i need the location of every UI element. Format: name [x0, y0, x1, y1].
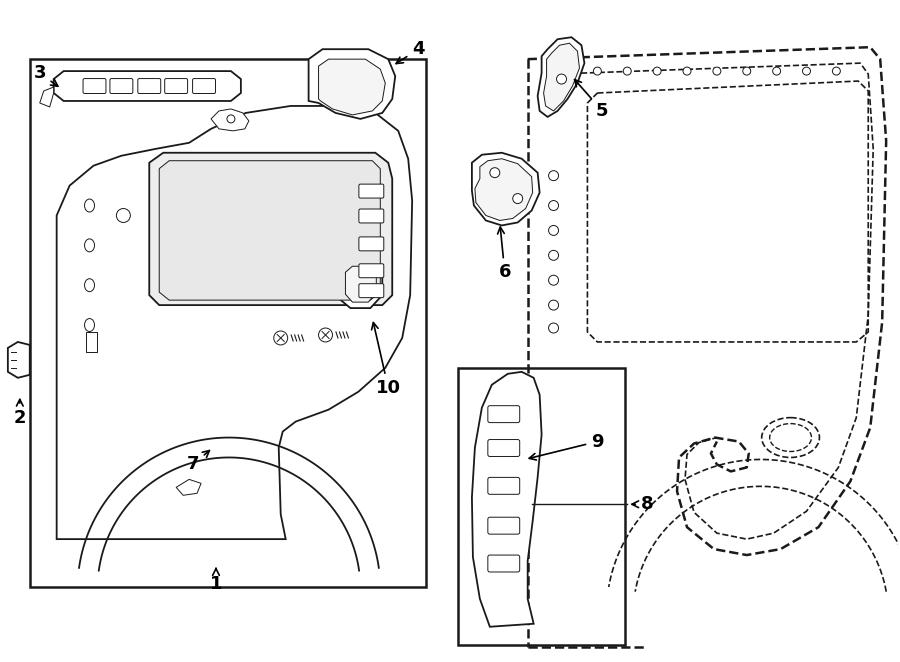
- Circle shape: [742, 67, 751, 75]
- FancyBboxPatch shape: [488, 440, 519, 457]
- Polygon shape: [40, 87, 54, 107]
- Polygon shape: [338, 262, 382, 308]
- FancyBboxPatch shape: [359, 184, 383, 198]
- Text: 7: 7: [187, 451, 210, 473]
- Polygon shape: [475, 159, 533, 220]
- Ellipse shape: [770, 424, 812, 451]
- FancyBboxPatch shape: [488, 477, 519, 495]
- Polygon shape: [159, 161, 381, 300]
- Text: 6: 6: [498, 227, 511, 281]
- Circle shape: [549, 250, 559, 260]
- Bar: [86, 332, 97, 352]
- Polygon shape: [54, 71, 241, 101]
- Polygon shape: [149, 153, 392, 305]
- FancyBboxPatch shape: [488, 406, 519, 422]
- FancyBboxPatch shape: [359, 237, 383, 251]
- Circle shape: [593, 67, 601, 75]
- Circle shape: [513, 193, 523, 203]
- Polygon shape: [57, 106, 412, 539]
- Polygon shape: [8, 342, 30, 378]
- Bar: [458, 368, 626, 645]
- Circle shape: [683, 67, 691, 75]
- Circle shape: [772, 67, 780, 75]
- FancyBboxPatch shape: [138, 79, 161, 93]
- Text: 10: 10: [372, 322, 400, 397]
- FancyBboxPatch shape: [488, 517, 519, 534]
- Circle shape: [549, 201, 559, 211]
- Polygon shape: [544, 43, 580, 111]
- Circle shape: [549, 275, 559, 285]
- Circle shape: [490, 167, 500, 177]
- Polygon shape: [309, 49, 395, 119]
- Polygon shape: [472, 372, 542, 627]
- Text: 2: 2: [14, 399, 26, 426]
- Text: 5: 5: [574, 79, 608, 120]
- Circle shape: [713, 67, 721, 75]
- Text: 8: 8: [632, 495, 653, 513]
- Polygon shape: [346, 266, 376, 302]
- Polygon shape: [319, 59, 385, 115]
- Circle shape: [653, 67, 662, 75]
- Polygon shape: [211, 109, 248, 131]
- FancyBboxPatch shape: [193, 79, 215, 93]
- Polygon shape: [176, 479, 201, 495]
- Ellipse shape: [761, 418, 819, 457]
- Circle shape: [549, 300, 559, 310]
- Text: 1: 1: [210, 569, 222, 593]
- FancyBboxPatch shape: [359, 263, 383, 278]
- Polygon shape: [472, 153, 540, 226]
- FancyBboxPatch shape: [110, 79, 133, 93]
- Text: 3: 3: [33, 64, 58, 86]
- FancyBboxPatch shape: [359, 209, 383, 223]
- Circle shape: [832, 67, 841, 75]
- Circle shape: [227, 115, 235, 123]
- Circle shape: [556, 74, 566, 84]
- Circle shape: [549, 226, 559, 236]
- Circle shape: [549, 171, 559, 181]
- FancyBboxPatch shape: [359, 284, 383, 298]
- Ellipse shape: [85, 199, 94, 212]
- Circle shape: [549, 323, 559, 333]
- Circle shape: [624, 67, 631, 75]
- Ellipse shape: [85, 279, 94, 292]
- Text: 9: 9: [529, 432, 604, 460]
- Bar: [30, 59, 426, 587]
- FancyBboxPatch shape: [83, 79, 106, 93]
- Circle shape: [116, 209, 130, 222]
- Circle shape: [274, 331, 288, 345]
- Circle shape: [319, 328, 332, 342]
- Circle shape: [803, 67, 811, 75]
- Polygon shape: [537, 37, 584, 117]
- Ellipse shape: [85, 318, 94, 332]
- FancyBboxPatch shape: [165, 79, 187, 93]
- Ellipse shape: [85, 239, 94, 252]
- FancyBboxPatch shape: [488, 555, 519, 572]
- Text: 4: 4: [396, 40, 425, 64]
